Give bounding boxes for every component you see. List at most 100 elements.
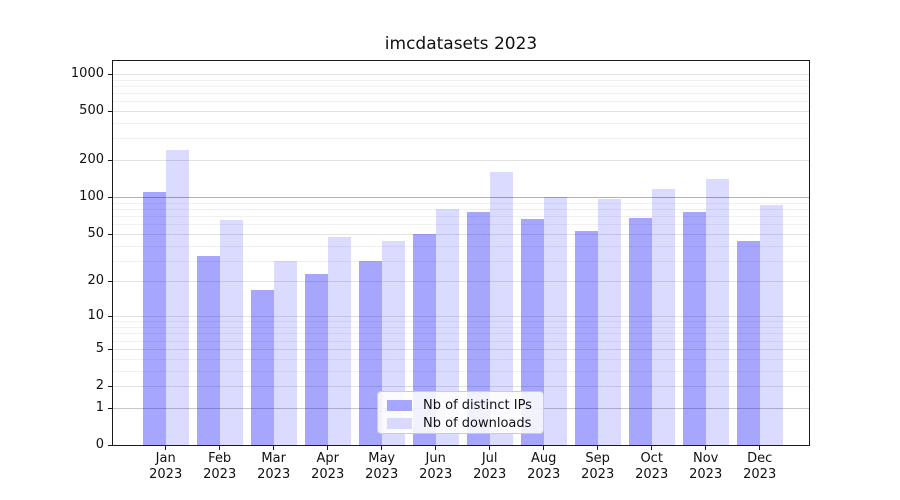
- x-tick-label: Mar 2023: [246, 451, 302, 483]
- bar-downloads: [489, 172, 513, 445]
- gridline: [113, 333, 809, 335]
- legend: Nb of distinct IPs Nb of downloads: [377, 391, 544, 434]
- x-tick-mark: [651, 446, 653, 450]
- x-tick-year: 2023: [689, 467, 723, 482]
- bar-downloads: [273, 260, 297, 445]
- gridline: [113, 245, 809, 247]
- x-tick-year: 2023: [473, 467, 507, 482]
- legend-item: Nb of distinct IPs: [387, 397, 534, 413]
- x-tick-label: Dec 2023: [732, 451, 788, 483]
- legend-item: Nb of downloads: [387, 415, 534, 431]
- gridline: [113, 101, 809, 103]
- x-tick-mark: [273, 446, 275, 450]
- y-tick-mark: [108, 73, 113, 75]
- x-tick-label: Jan 2023: [138, 451, 194, 483]
- x-tick-mark: [435, 446, 437, 450]
- x-tick-mark: [381, 446, 383, 450]
- x-tick-year: 2023: [527, 467, 561, 482]
- x-tick-year: 2023: [311, 467, 345, 482]
- bar-distinct-ips: [304, 274, 328, 445]
- y-tick-label: 100: [79, 189, 104, 205]
- gridline: [113, 370, 809, 372]
- y-tick-label: 50: [87, 225, 104, 241]
- x-tick-mark: [489, 446, 491, 450]
- bar-downloads: [219, 219, 243, 445]
- bars-layer: [113, 61, 809, 445]
- legend-swatch-distinct-ips: [387, 399, 412, 411]
- grid-layer: [113, 61, 809, 445]
- bar-downloads: [705, 179, 729, 445]
- x-tick-month: Aug: [530, 451, 557, 466]
- x-tick-mark: [327, 446, 329, 450]
- y-tick-mark: [108, 348, 113, 350]
- gridline: [113, 160, 809, 162]
- bar-distinct-ips: [628, 218, 652, 445]
- x-tick-mark: [165, 446, 167, 450]
- x-tick-month: May: [368, 451, 396, 466]
- y-tick-label: 5: [95, 340, 104, 356]
- plot-area: Nb of distinct IPs Nb of downloads: [112, 60, 810, 446]
- x-tick-label: May 2023: [354, 451, 410, 483]
- x-tick-mark: [219, 446, 221, 450]
- x-tick-year: 2023: [365, 467, 399, 482]
- x-tick-label: Feb 2023: [192, 451, 248, 483]
- bar-distinct-ips: [736, 240, 760, 445]
- x-tick-month: Dec: [747, 451, 773, 466]
- y-tick-label: 2: [95, 378, 104, 393]
- x-tick-month: Jan: [155, 451, 176, 466]
- y-tick-mark: [108, 445, 113, 446]
- bar-downloads: [759, 204, 783, 445]
- x-tick-month: Mar: [261, 451, 286, 466]
- y-tick-label: 0: [95, 437, 104, 452]
- x-tick-month: Nov: [693, 451, 719, 466]
- x-tick-mark: [705, 446, 707, 450]
- x-tick-label: Jul 2023: [462, 451, 518, 483]
- x-tick-label: Nov 2023: [678, 451, 734, 483]
- gridline: [113, 79, 809, 81]
- x-tick-mark: [543, 446, 545, 450]
- bar-distinct-ips: [682, 212, 706, 445]
- bar-downloads: [435, 208, 459, 445]
- x-tick-year: 2023: [203, 467, 237, 482]
- gridline: [113, 224, 809, 226]
- x-tick-label: Apr 2023: [300, 451, 356, 483]
- y-tick-label: 10: [87, 308, 104, 324]
- gridline: [113, 321, 809, 323]
- gridline: [113, 348, 809, 350]
- gridline: [113, 93, 809, 94]
- y-tick-label: 20: [87, 273, 104, 289]
- bar-downloads: [651, 188, 675, 445]
- gridline: [113, 386, 809, 387]
- bar-distinct-ips: [250, 289, 274, 445]
- x-tick-year: 2023: [149, 467, 183, 482]
- gridline: [113, 316, 809, 318]
- y-tick-mark: [108, 281, 113, 283]
- gridline: [113, 208, 809, 210]
- y-tick-mark: [108, 316, 113, 318]
- bar-distinct-ips: [466, 212, 490, 445]
- x-tick-month: Apr: [316, 451, 339, 466]
- gridline: [113, 202, 809, 204]
- x-tick-mark: [597, 446, 599, 450]
- y-tick-mark: [108, 197, 113, 199]
- y-tick-label: 200: [79, 152, 104, 168]
- x-tick-month: Jun: [425, 451, 446, 466]
- x-tick-year: 2023: [743, 467, 777, 482]
- x-tick-month: Oct: [640, 451, 663, 466]
- bar-distinct-ips: [520, 219, 544, 445]
- bar-distinct-ips: [196, 255, 220, 445]
- x-tick-label: Sep 2023: [570, 451, 626, 483]
- bar-distinct-ips: [142, 192, 166, 445]
- y-tick-label: 500: [79, 103, 104, 118]
- x-tick-month: Jul: [481, 451, 498, 466]
- x-tick-year: 2023: [257, 467, 291, 482]
- gridline: [113, 327, 809, 328]
- y-tick-label: 1: [95, 399, 104, 415]
- gridline: [113, 281, 809, 283]
- gridline: [113, 197, 809, 199]
- legend-swatch-downloads: [387, 417, 412, 429]
- gridline: [113, 85, 809, 87]
- y-tick-mark: [108, 160, 113, 162]
- y-tick-mark: [108, 407, 113, 409]
